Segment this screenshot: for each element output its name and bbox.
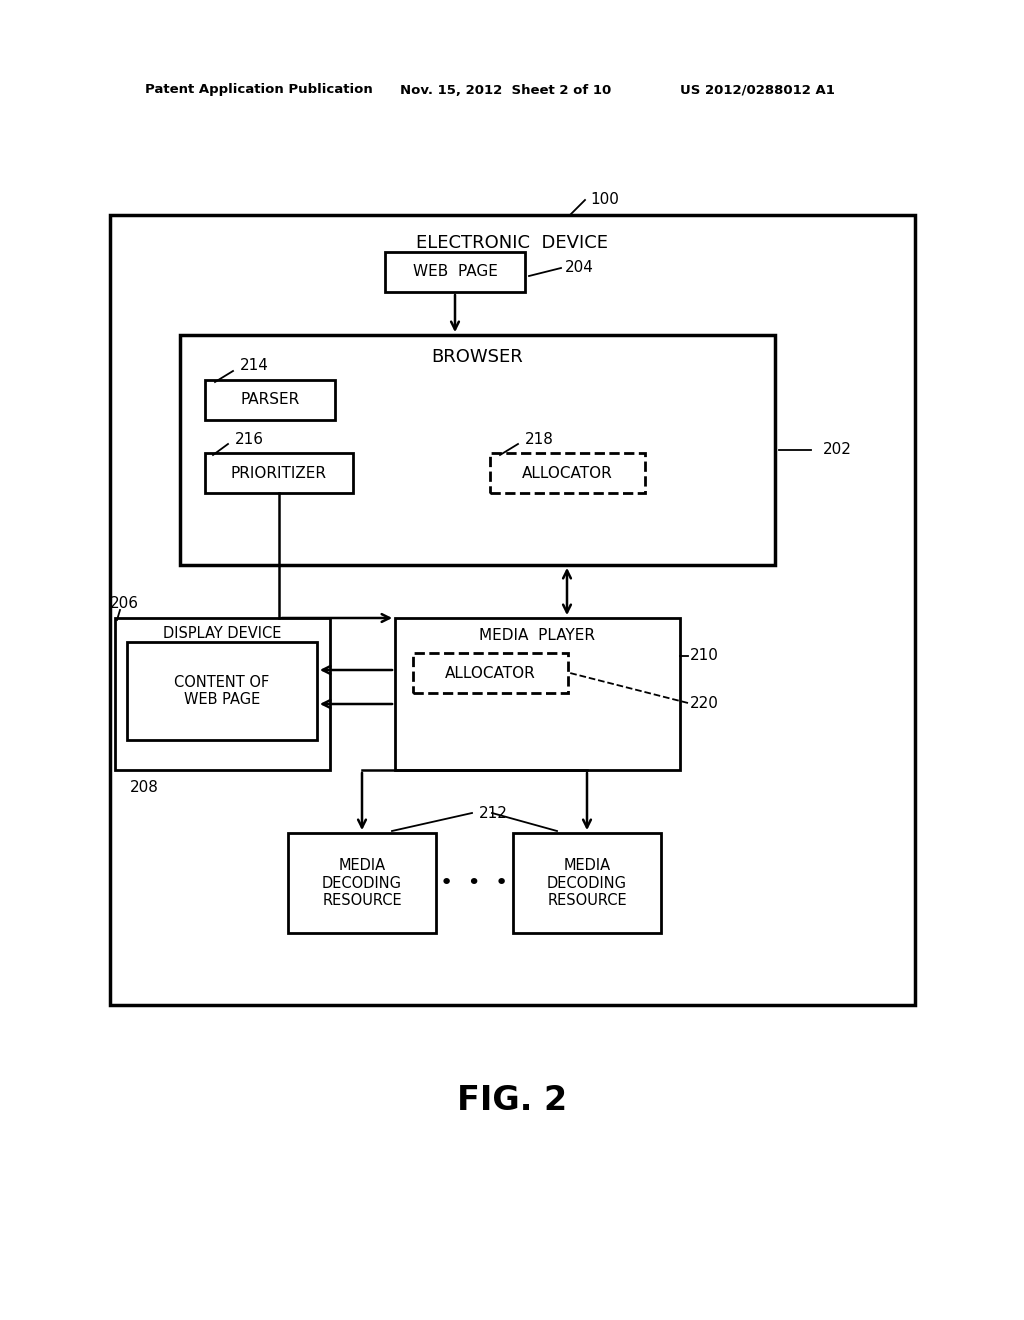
Text: 220: 220	[690, 696, 719, 710]
Text: 202: 202	[823, 442, 852, 458]
Bar	[205, 453, 353, 492]
Text: US 2012/0288012 A1: US 2012/0288012 A1	[680, 83, 835, 96]
Bar	[180, 335, 775, 565]
Bar	[413, 653, 568, 693]
Text: 216: 216	[234, 432, 264, 446]
Bar	[385, 252, 525, 292]
Bar	[395, 618, 680, 770]
Text: WEB  PAGE: WEB PAGE	[413, 264, 498, 280]
Text: 214: 214	[240, 359, 269, 374]
Text: CONTENT OF
WEB PAGE: CONTENT OF WEB PAGE	[174, 675, 269, 708]
Bar	[115, 618, 330, 770]
Bar	[127, 642, 317, 741]
Text: 210: 210	[690, 648, 719, 664]
Text: 206: 206	[110, 597, 139, 611]
Text: Patent Application Publication: Patent Application Publication	[145, 83, 373, 96]
Text: Nov. 15, 2012  Sheet 2 of 10: Nov. 15, 2012 Sheet 2 of 10	[400, 83, 611, 96]
Text: 218: 218	[525, 432, 554, 446]
Text: DISPLAY DEVICE: DISPLAY DEVICE	[163, 627, 282, 642]
Text: •  •  •: • • •	[440, 873, 508, 894]
Text: 208: 208	[130, 780, 159, 796]
Text: ELECTRONIC  DEVICE: ELECTRONIC DEVICE	[416, 234, 608, 252]
Text: PRIORITIZER: PRIORITIZER	[231, 466, 327, 480]
Text: BROWSER: BROWSER	[431, 348, 523, 366]
Text: ALLOCATOR: ALLOCATOR	[444, 665, 536, 681]
Text: 204: 204	[565, 260, 594, 275]
Bar	[110, 215, 915, 1005]
Text: 100: 100	[590, 193, 618, 207]
Bar	[205, 380, 335, 420]
Bar	[490, 453, 645, 492]
Text: ALLOCATOR: ALLOCATOR	[521, 466, 612, 480]
Bar	[288, 833, 436, 933]
Text: MEDIA
DECODING
RESOURCE: MEDIA DECODING RESOURCE	[547, 858, 627, 908]
Text: PARSER: PARSER	[241, 392, 300, 408]
Text: 212: 212	[479, 805, 508, 821]
Text: MEDIA  PLAYER: MEDIA PLAYER	[479, 628, 595, 644]
Text: FIG. 2: FIG. 2	[457, 1084, 567, 1117]
Bar	[513, 833, 662, 933]
Text: MEDIA
DECODING
RESOURCE: MEDIA DECODING RESOURCE	[322, 858, 402, 908]
